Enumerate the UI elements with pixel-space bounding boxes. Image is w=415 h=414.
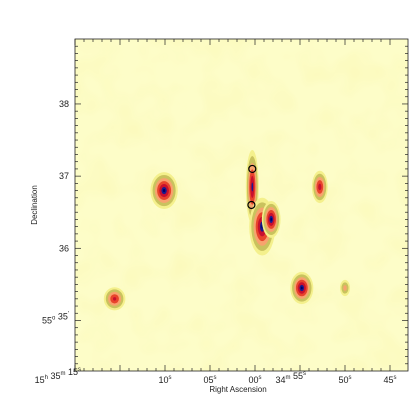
source-level: [300, 286, 303, 290]
x-tick-label: 45s: [383, 375, 396, 385]
source-blob-6: [311, 170, 328, 204]
y-tick-label: 38: [59, 99, 69, 109]
contour-marker-2: [247, 200, 256, 210]
source-blob-4: [261, 200, 281, 238]
x-axis-label: Right Ascension: [209, 385, 266, 394]
source-blob-1: [150, 172, 178, 210]
x-tick-label: 00s: [248, 375, 261, 385]
source-blob-8: [339, 279, 351, 297]
source-blob-5: [290, 271, 314, 305]
x-tick-labels: 15h 35m 15s 10s 05s 00s 34m 55s 50s 45s: [35, 367, 397, 385]
contour-marker-1: [248, 164, 257, 174]
y-tick-label: 37: [59, 171, 69, 181]
plot-area: [74, 38, 409, 372]
y-tick-label: 55o 35': [42, 311, 69, 325]
x-tick-label: 50s: [338, 375, 351, 385]
x-tick-label: 15h 35m 15s: [35, 367, 81, 385]
source-level: [270, 217, 272, 222]
source-level: [112, 297, 117, 301]
source-blob-7: [103, 287, 126, 311]
contours-layer: [247, 164, 257, 210]
x-tick-label: 10s: [158, 375, 171, 385]
ticks-layer: [74, 39, 408, 371]
source-level: [343, 285, 347, 291]
map-noise-texture: [75, 39, 408, 371]
y-tick-label: 36: [59, 243, 69, 253]
y-tick-labels: 38 37 36 55o 35': [42, 99, 69, 326]
source-level: [162, 188, 166, 193]
source-level: [318, 183, 322, 191]
x-tick-label: 05s: [203, 375, 216, 385]
x-tick-label: 34m 55s: [275, 371, 306, 385]
source-level: [251, 182, 254, 192]
y-axis-label: Declination: [30, 185, 39, 225]
